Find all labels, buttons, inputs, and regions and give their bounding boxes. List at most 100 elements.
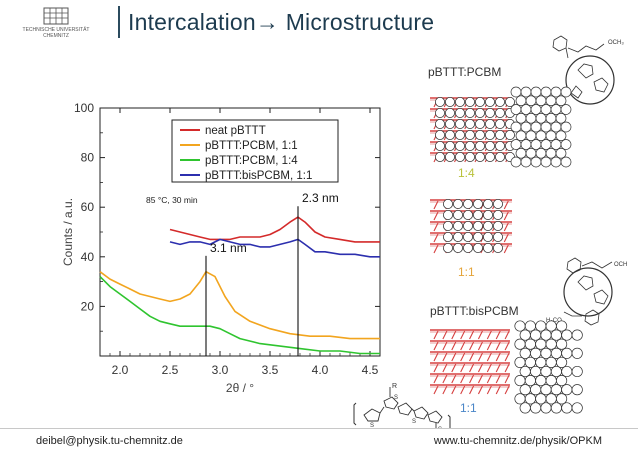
fullerene-cluster-item [545,112,557,124]
fullerene-cluster-item [510,86,522,98]
side-chain [433,222,439,232]
fullerene [483,231,494,242]
fullerene-cluster-item [530,156,542,168]
logo-text-line2: CHEMNITZ [43,33,69,39]
fullerene-cluster-item [540,384,552,396]
x-tick-label: 4.0 [312,363,329,377]
fullerene-cluster-item [550,329,562,341]
fullerene-cluster-item [535,393,547,405]
fullerene-cluster-item [530,365,542,378]
fullerene [485,119,496,130]
fullerene-cluster-item [514,320,526,332]
side-chain [451,341,457,351]
side-chain [495,363,501,373]
fullerene-cluster-item [519,365,531,378]
och3-label: OCH₃ [608,40,624,46]
fullerene-cluster-item [550,121,562,133]
fullerene [455,152,466,163]
side-chain [503,244,509,254]
side-chain [442,352,448,362]
fullerene-cluster-item [535,338,547,350]
legend-entry: neat pBTTT [205,125,266,137]
side-chain [486,330,492,340]
fullerene-cluster-item [561,384,573,396]
side-chain [469,330,475,340]
fullerene [453,220,464,231]
side-chain [486,385,492,395]
footer-url: www.tu-chemnitz.de/physik/OPKM [433,435,602,447]
fullerene-cluster-item [510,156,522,168]
fullerene-cluster-item [560,139,572,150]
fullerene-cluster-item [540,104,552,115]
side-chain [477,385,483,395]
fullerene [493,231,504,242]
fullerene [444,141,455,152]
fullerene-cluster-item [550,347,562,359]
side-chain [469,352,475,362]
side-chain [469,385,475,395]
fullerene [444,130,455,141]
fullerene [473,220,484,231]
fullerene-cluster-item [571,402,583,414]
x-tick-label: 3.0 [212,363,229,377]
side-chain [433,385,439,395]
side-chain [433,352,439,362]
chart-legend: neat pBTTT pBTTT:PCBM, 1:1 pBTTT:PCBM, 1:4… [171,119,339,183]
fullerene-cluster-item [524,375,536,387]
fullerene-cluster-item [555,95,567,107]
fullerene-cluster-item [561,347,573,359]
side-chain [504,330,510,340]
fullerene-cluster-item [545,393,557,405]
fullerene [455,97,466,108]
fullerene-cluster-item [530,139,542,150]
legend-entry: pBTTT:bisPCBM, 1:1 [205,170,312,182]
bispcbm-molecule-icon: OCH H₃CO [546,257,627,326]
fullerene-cluster-item [556,356,568,368]
fullerene-cluster-item [540,121,552,133]
fullerene [483,209,494,220]
fullerene-cluster-item [540,347,552,359]
fullerene [463,198,474,209]
fullerene-cluster-item [550,384,562,396]
fullerene-cluster-item [545,320,557,332]
fullerene [495,130,506,141]
och3-label-b: OCH [614,262,627,268]
fullerene [463,220,474,231]
fullerene [442,198,453,209]
fullerene-cluster-item [525,130,537,142]
fullerene-cluster-item [514,375,526,387]
fullerene-cluster-item [524,393,536,405]
panel-ratio-1-1-bispcbm: 1:1 [430,320,583,415]
fullerene-cluster-item [520,139,532,150]
fullerene-cluster-item [525,112,537,124]
side-chain [495,374,501,384]
side-chain [433,374,439,384]
fullerene-cluster-item [530,86,542,98]
fullerene [485,130,496,141]
fullerene-cluster-item [556,338,568,350]
logo-text-line1: TECHNISCHE UNIVERSITÄT [23,26,90,33]
side-chain [495,352,501,362]
fullerene-cluster-item [535,130,547,142]
fullerene-cluster-item [560,121,572,133]
fullerene [473,231,484,242]
fullerene-cluster-item [514,356,526,368]
footer: deibel@physik.tu-chemnitz.de www.tu-chem… [0,428,638,453]
fullerene-cluster-item [519,347,531,359]
fullerene [463,242,474,253]
fullerene [473,198,484,209]
y-tick-label: 40 [81,250,95,264]
side-chain [433,211,439,221]
fullerene-cluster-item [555,147,567,159]
fullerene [483,220,494,231]
fullerene [434,119,445,130]
fullerene [444,152,455,163]
condition-annotation: 85 °C, 30 min [146,195,198,205]
fullerene-cluster-item [550,86,562,98]
fullerene-cluster-item [550,156,562,168]
fullerene-cluster-item [571,384,583,396]
side-chain [433,244,439,254]
bispcbm-label: pBTTT:bisPCBM [430,304,519,318]
fullerene [485,97,496,108]
fullerene-cluster-item [545,130,557,142]
